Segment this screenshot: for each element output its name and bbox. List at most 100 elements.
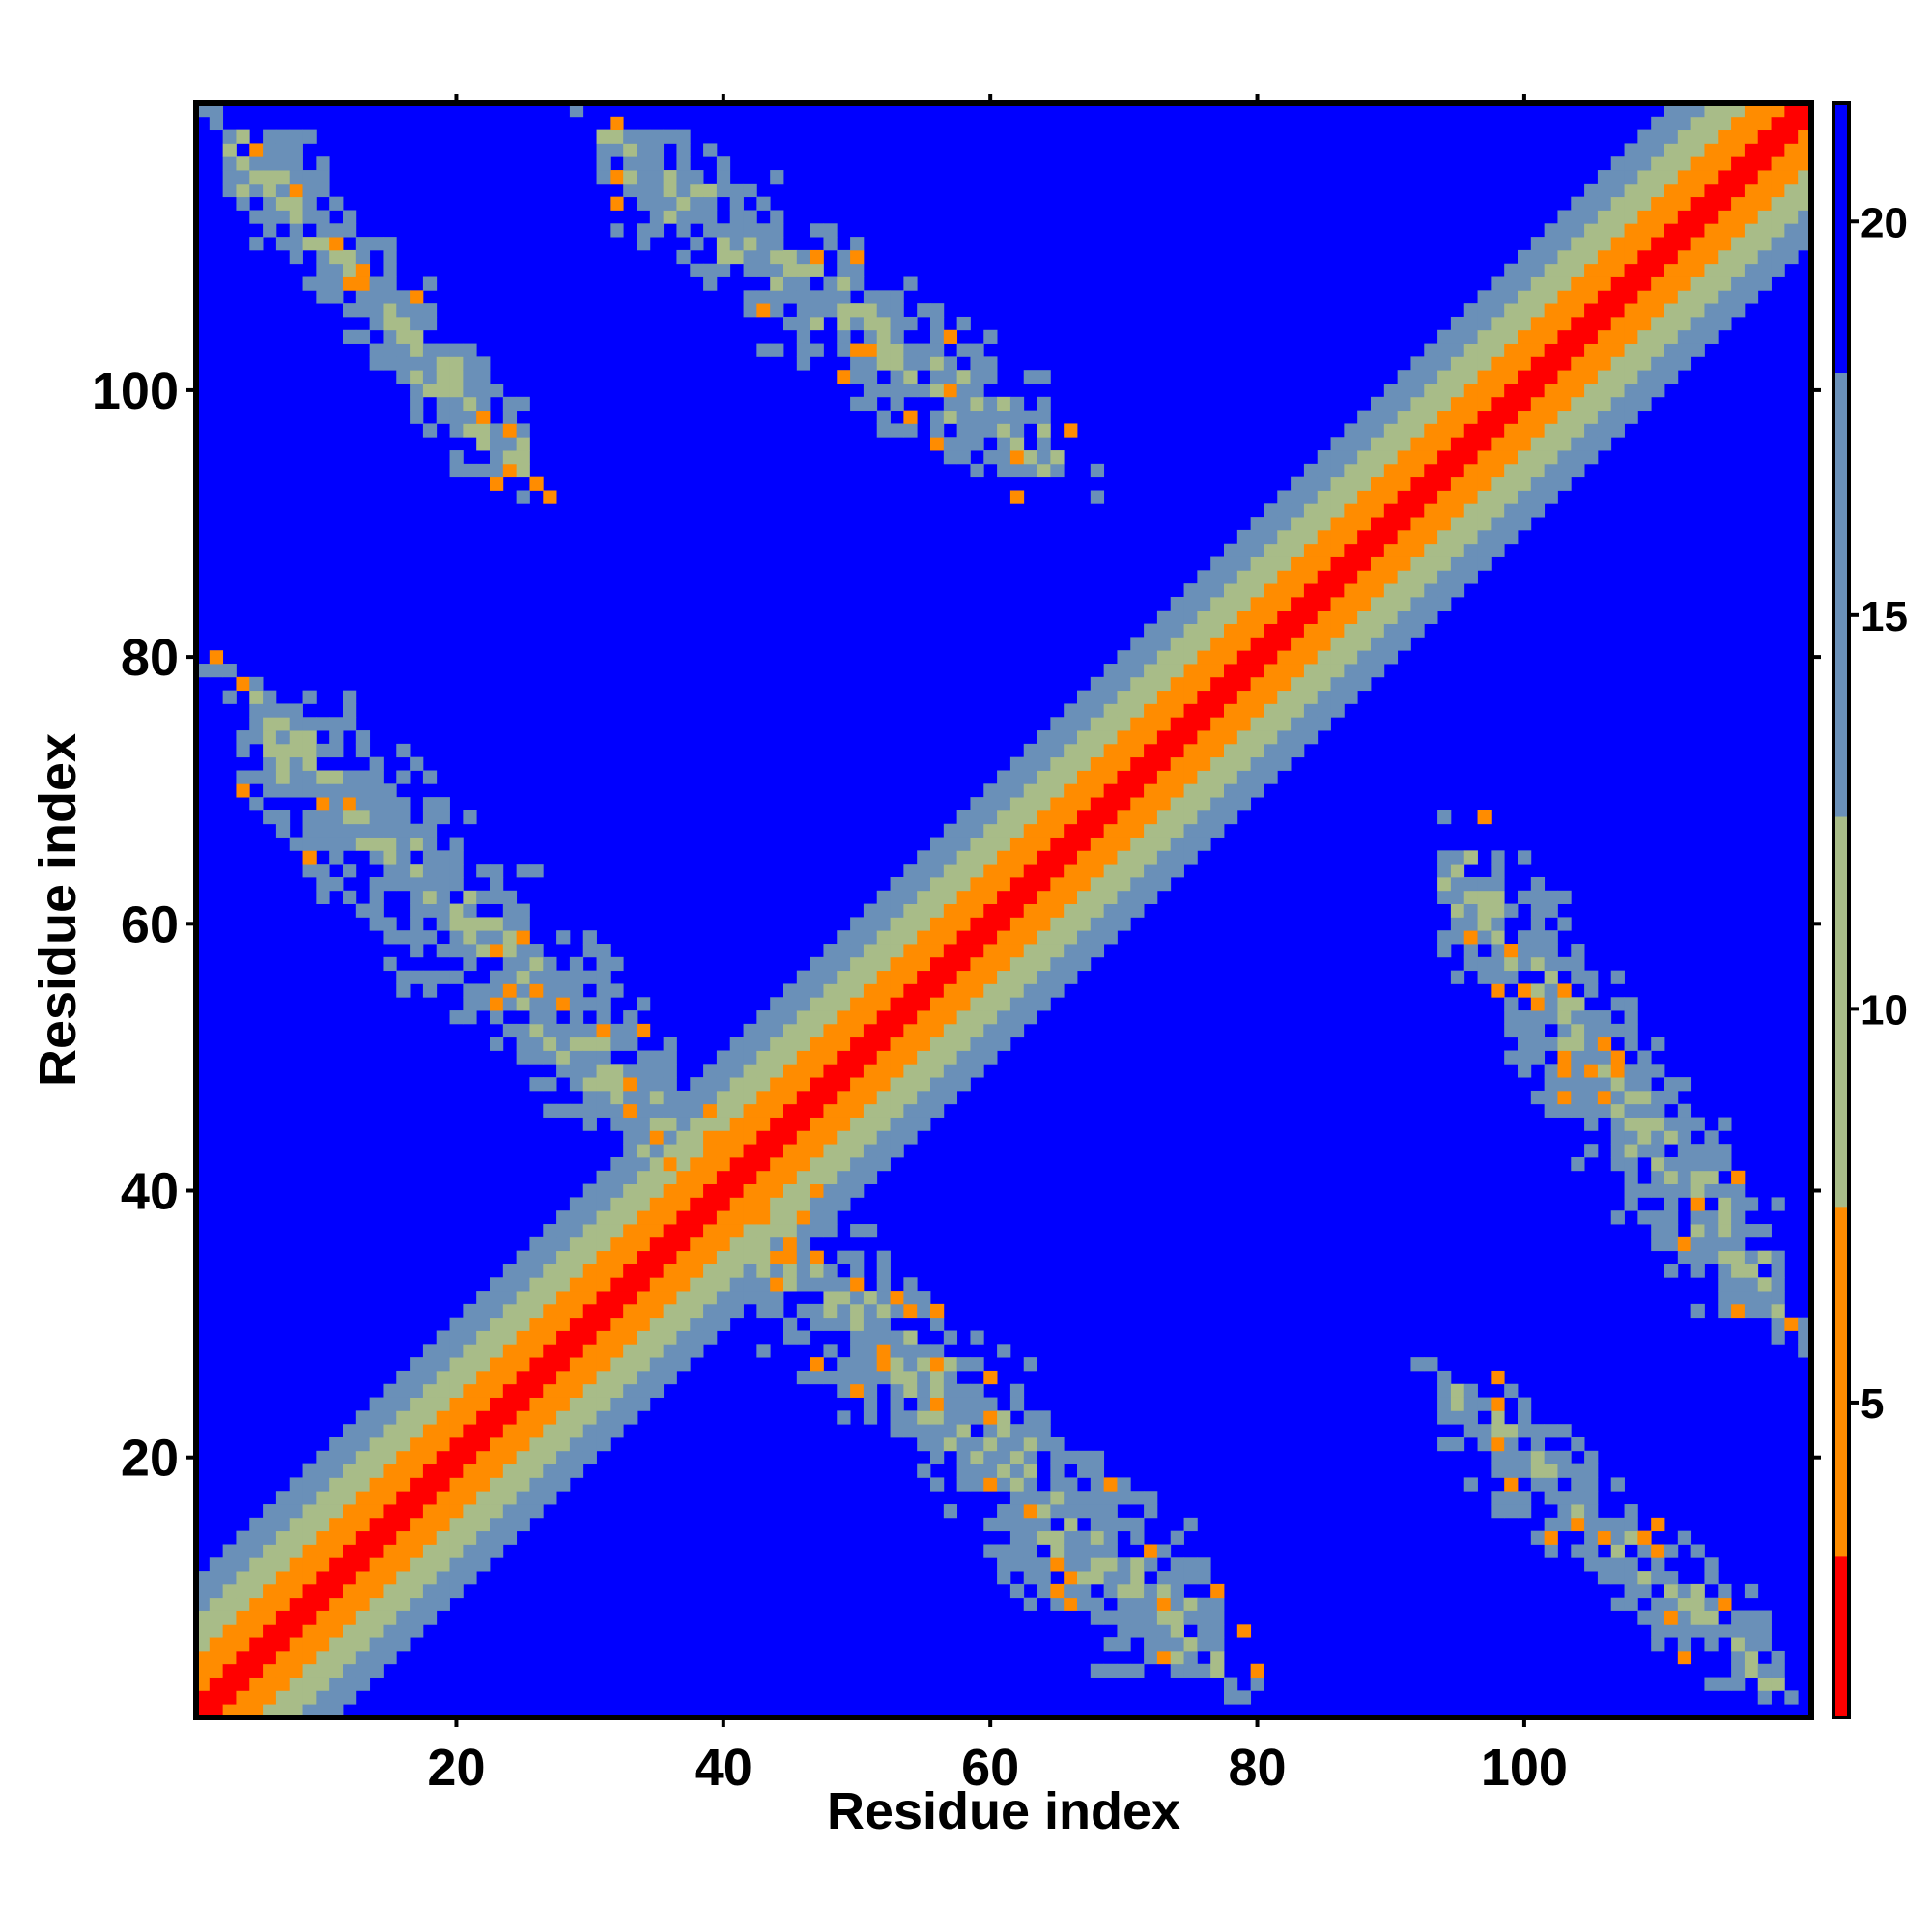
heatmap-cell <box>316 249 330 265</box>
y-tick-label: 40 <box>121 1163 179 1221</box>
heatmap-cell <box>383 917 397 931</box>
heatmap-cell <box>196 1583 211 1599</box>
heatmap-cell <box>850 249 865 265</box>
heatmap-cell <box>1477 517 1492 531</box>
colorbar-segment <box>1833 1085 1849 1099</box>
heatmap-cell <box>1264 623 1278 638</box>
heatmap-cell <box>476 437 491 451</box>
heatmap-cell <box>369 276 384 291</box>
heatmap-cell <box>1050 1450 1065 1465</box>
heatmap-cell <box>1090 463 1105 478</box>
heatmap-cell <box>770 1170 784 1184</box>
heatmap-cell <box>436 903 450 918</box>
heatmap-cell <box>1757 1690 1772 1705</box>
heatmap-cell <box>716 1144 731 1158</box>
heatmap-cell <box>502 930 518 945</box>
heatmap-cell <box>917 1303 931 1319</box>
heatmap-cell <box>956 890 971 904</box>
heatmap-cell <box>823 997 838 1011</box>
heatmap-cell <box>1037 1517 1051 1532</box>
heatmap-cell <box>1450 930 1465 945</box>
heatmap-cell <box>1718 1210 1732 1225</box>
heatmap-cell <box>343 690 357 704</box>
colorbar-segment <box>1833 816 1849 831</box>
heatmap-cell <box>663 1117 677 1131</box>
heatmap-cell <box>823 970 838 984</box>
heatmap-cell <box>1183 837 1198 851</box>
heatmap-cell <box>355 730 371 745</box>
heatmap-cell <box>610 1383 624 1398</box>
heatmap-cell <box>1330 476 1345 491</box>
heatmap-cell <box>1610 370 1625 384</box>
heatmap-cell <box>1690 1210 1705 1225</box>
heatmap-cell <box>289 223 303 238</box>
heatmap-cell <box>355 1650 371 1665</box>
heatmap-cell <box>837 290 851 304</box>
heatmap-cell <box>1103 1517 1118 1532</box>
heatmap-cell <box>610 223 624 238</box>
heatmap-cell <box>1771 1663 1785 1678</box>
heatmap-cell <box>637 1144 651 1158</box>
heatmap-cell <box>1117 917 1131 931</box>
heatmap-cell <box>596 1277 611 1292</box>
heatmap-cell <box>783 1117 798 1131</box>
heatmap-cell <box>1064 864 1078 878</box>
heatmap-cell <box>502 917 518 931</box>
heatmap-cell <box>1597 1050 1612 1065</box>
heatmap-cell <box>449 903 464 918</box>
heatmap-cell <box>1544 1077 1558 1092</box>
heatmap-cell <box>1450 903 1465 918</box>
heatmap-cell <box>1103 783 1118 798</box>
heatmap-cell <box>970 823 984 838</box>
heatmap-cell <box>876 1317 891 1331</box>
colorbar-segment <box>1833 951 1849 965</box>
heatmap-cell <box>756 1197 771 1211</box>
heatmap-cell <box>1597 437 1612 451</box>
heatmap-cell <box>1610 183 1625 198</box>
heatmap-cell <box>476 1517 491 1532</box>
heatmap-cell <box>729 1144 744 1158</box>
heatmap-cell <box>249 1663 264 1678</box>
heatmap-cell <box>1544 1477 1558 1492</box>
heatmap-cell <box>1303 703 1319 718</box>
heatmap-cell <box>1610 1023 1625 1038</box>
heatmap-cell <box>1557 249 1572 265</box>
heatmap-cell <box>663 1224 677 1238</box>
heatmap-cell <box>316 770 330 784</box>
heatmap-cell <box>743 1250 757 1264</box>
heatmap-cell <box>1090 1463 1105 1478</box>
heatmap-cell <box>302 1544 317 1558</box>
colorbar-segment <box>1833 211 1849 225</box>
heatmap-cell <box>649 1236 665 1252</box>
heatmap-cell <box>543 1383 557 1398</box>
heatmap-cell <box>1597 1077 1612 1092</box>
heatmap-cell <box>1344 463 1358 478</box>
heatmap-cell <box>1023 1424 1037 1438</box>
heatmap-cell <box>1023 983 1037 998</box>
heatmap-cell <box>1690 1156 1705 1172</box>
heatmap-cell <box>1050 810 1065 825</box>
heatmap-cell <box>1371 570 1385 584</box>
heatmap-cell <box>449 423 464 438</box>
heatmap-cell <box>1130 1517 1145 1532</box>
heatmap-cell <box>1491 503 1505 518</box>
heatmap-cell <box>1210 810 1225 825</box>
heatmap-cell <box>343 1450 357 1465</box>
heatmap-cell <box>1250 1663 1264 1678</box>
heatmap-cell <box>436 1463 450 1478</box>
heatmap-cell <box>1477 1436 1492 1452</box>
heatmap-cell <box>1637 356 1652 371</box>
heatmap-cell <box>729 1224 744 1238</box>
heatmap-cell <box>917 303 931 318</box>
heatmap-cell <box>410 1424 424 1438</box>
heatmap-cell <box>569 103 584 118</box>
heatmap-cell <box>756 1064 771 1078</box>
heatmap-cell <box>529 1357 544 1372</box>
heatmap-cell <box>1277 743 1292 758</box>
heatmap-cell <box>1037 1436 1051 1452</box>
heatmap-cell <box>623 1117 638 1131</box>
heatmap-cell <box>329 783 344 798</box>
heatmap-cell <box>890 1144 904 1158</box>
heatmap-cell <box>1677 210 1692 224</box>
